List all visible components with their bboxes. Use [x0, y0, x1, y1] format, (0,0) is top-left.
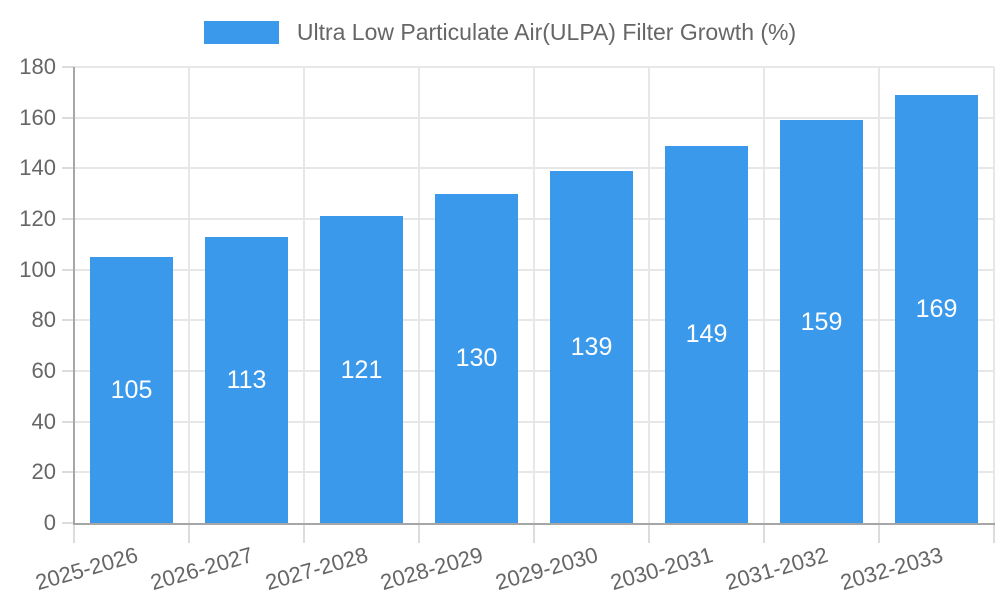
y-axis-label: 60 — [31, 358, 56, 383]
bar-2032-2033[interactable] — [895, 94, 978, 523]
x-axis-tick — [878, 523, 880, 543]
bar-2025-2026[interactable] — [90, 257, 173, 523]
gridline-vertical — [648, 67, 650, 523]
x-axis-label: 2027-2028 — [262, 542, 371, 596]
bar-value-label: 113 — [226, 365, 267, 394]
y-axis-tick — [62, 116, 74, 119]
x-axis-line — [73, 523, 995, 525]
x-axis-tick — [993, 523, 995, 543]
chart-legend[interactable]: Ultra Low Particulate Air(ULPA) Filter G… — [0, 18, 1000, 46]
x-axis-tick — [763, 523, 765, 543]
y-axis-label: 160 — [19, 104, 56, 130]
y-axis-label: 0 — [43, 510, 56, 535]
y-axis-label: 100 — [19, 256, 56, 282]
x-axis-tick — [188, 523, 190, 543]
x-axis-tick — [648, 523, 650, 543]
gridline-vertical — [418, 67, 420, 523]
legend-swatch-icon — [203, 20, 279, 44]
bar-value-label: 139 — [570, 332, 613, 361]
bar-2028-2029[interactable] — [435, 193, 518, 523]
x-axis-label: 2025-2026 — [32, 542, 141, 596]
gridline-vertical — [993, 67, 995, 523]
y-axis-tick — [62, 218, 74, 220]
bar-2026-2027[interactable] — [205, 236, 288, 523]
gridline-vertical — [763, 67, 765, 523]
gridline-vertical — [533, 67, 535, 523]
x-axis-label: 2030-2031 — [607, 542, 716, 596]
legend-label: Ultra Low Particulate Air(ULPA) Filter G… — [296, 18, 797, 45]
y-axis-tick — [62, 420, 74, 423]
y-axis-label: 180 — [19, 54, 56, 79]
gridline-vertical — [188, 67, 190, 523]
bar-value-label: 159 — [800, 307, 843, 336]
y-axis-tick — [62, 167, 74, 170]
x-axis-tick — [73, 523, 75, 543]
bar-2031-2032[interactable] — [780, 120, 863, 523]
y-axis-tick — [62, 522, 74, 524]
y-axis-tick — [62, 66, 74, 68]
y-axis-line — [73, 67, 75, 523]
bar-2027-2028[interactable] — [320, 216, 403, 523]
x-axis-label: 2026-2027 — [147, 542, 256, 596]
bar-value-label: 130 — [455, 344, 498, 373]
x-axis-tick — [533, 523, 535, 543]
y-axis-tick — [62, 319, 74, 322]
gridline-vertical — [303, 67, 305, 523]
bar-2030-2031[interactable] — [665, 145, 748, 523]
bar-value-label: 121 — [340, 355, 383, 384]
bar-value-label: 105 — [110, 376, 153, 404]
x-axis-label: 2031-2032 — [722, 542, 831, 596]
x-axis-label: 2032-2033 — [837, 542, 946, 596]
y-axis-label: 120 — [19, 206, 56, 231]
x-axis-tick — [303, 523, 305, 543]
x-axis-label: 2029-2030 — [492, 542, 601, 596]
bar-2029-2030[interactable] — [550, 170, 633, 523]
y-axis-tick — [62, 471, 74, 474]
y-axis-tick — [62, 268, 74, 271]
y-axis-label: 140 — [19, 155, 56, 181]
x-axis-tick — [418, 523, 420, 543]
bar-value-label: 169 — [915, 294, 958, 323]
y-axis-label: 20 — [31, 459, 56, 485]
y-axis-tick — [62, 370, 74, 372]
gridline-vertical — [878, 67, 880, 523]
x-axis-label: 2028-2029 — [377, 542, 486, 596]
y-axis-label: 40 — [31, 408, 56, 434]
y-axis-label: 80 — [31, 307, 56, 333]
bar-value-label: 149 — [685, 320, 728, 349]
